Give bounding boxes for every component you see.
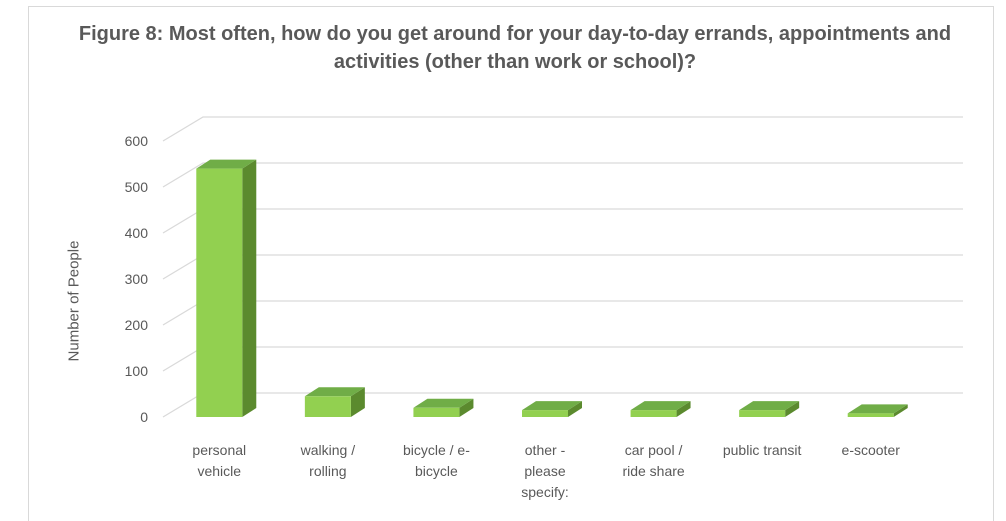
- bar: [304, 387, 365, 417]
- bar-top: [413, 398, 474, 408]
- y-tick-label: 300: [125, 271, 149, 287]
- gridline: [162, 208, 963, 234]
- bar-front: [196, 168, 243, 417]
- x-category-label: public transit: [723, 442, 802, 458]
- bar-side: [785, 401, 800, 417]
- bar-side: [242, 159, 257, 417]
- bar-side: [893, 404, 908, 417]
- bar-side: [676, 401, 691, 417]
- x-category-label: other -please specify:: [521, 442, 568, 500]
- bar-top: [304, 387, 365, 397]
- gridline: [162, 346, 963, 372]
- bar-top: [196, 159, 257, 169]
- bar: [630, 401, 691, 417]
- bar-top: [522, 401, 582, 411]
- gridline: [162, 254, 963, 280]
- bar-top: [630, 401, 691, 411]
- bar-side: [568, 401, 582, 417]
- x-category-label: e-scooter: [842, 442, 901, 458]
- y-tick-label: 0: [140, 409, 148, 425]
- bar-side: [459, 398, 474, 417]
- bar-front: [304, 396, 351, 417]
- bar: [739, 401, 800, 417]
- bars: [196, 159, 908, 417]
- y-tick-label: 600: [125, 133, 149, 149]
- bar-front: [413, 407, 460, 417]
- y-tick-labels: 0 100 200 300 400 500 600: [125, 133, 149, 425]
- bar: [413, 398, 474, 417]
- x-category-label: car pool / ride share: [622, 442, 684, 479]
- bar-front: [847, 413, 894, 417]
- bar-front: [630, 410, 677, 417]
- x-category-label: walking / rolling: [300, 442, 356, 479]
- gridline: [162, 162, 963, 188]
- bar: [522, 401, 582, 417]
- bar: [847, 404, 908, 417]
- x-category-label: personal vehicle: [192, 442, 246, 479]
- y-tick-label: 500: [125, 179, 149, 195]
- gridline: [162, 116, 963, 142]
- gridline: [162, 300, 963, 326]
- chart-title: Figure 8: Most often, how do you get aro…: [78, 23, 952, 73]
- gridlines: [162, 116, 963, 418]
- y-tick-label: 200: [125, 317, 149, 333]
- bar-side: [350, 387, 365, 417]
- y-tick-label: 400: [125, 225, 149, 241]
- bar-front: [739, 410, 786, 417]
- bar-top: [847, 404, 908, 414]
- y-tick-label: 100: [125, 363, 149, 379]
- chart-border: [28, 6, 994, 521]
- bar-top: [739, 401, 800, 411]
- x-category-labels: personal vehicle walking / rolling bicycle /…: [192, 442, 900, 500]
- x-category-label: bicycle / e-bicycle: [403, 442, 470, 479]
- bar-front: [522, 410, 568, 417]
- bar: [196, 159, 257, 417]
